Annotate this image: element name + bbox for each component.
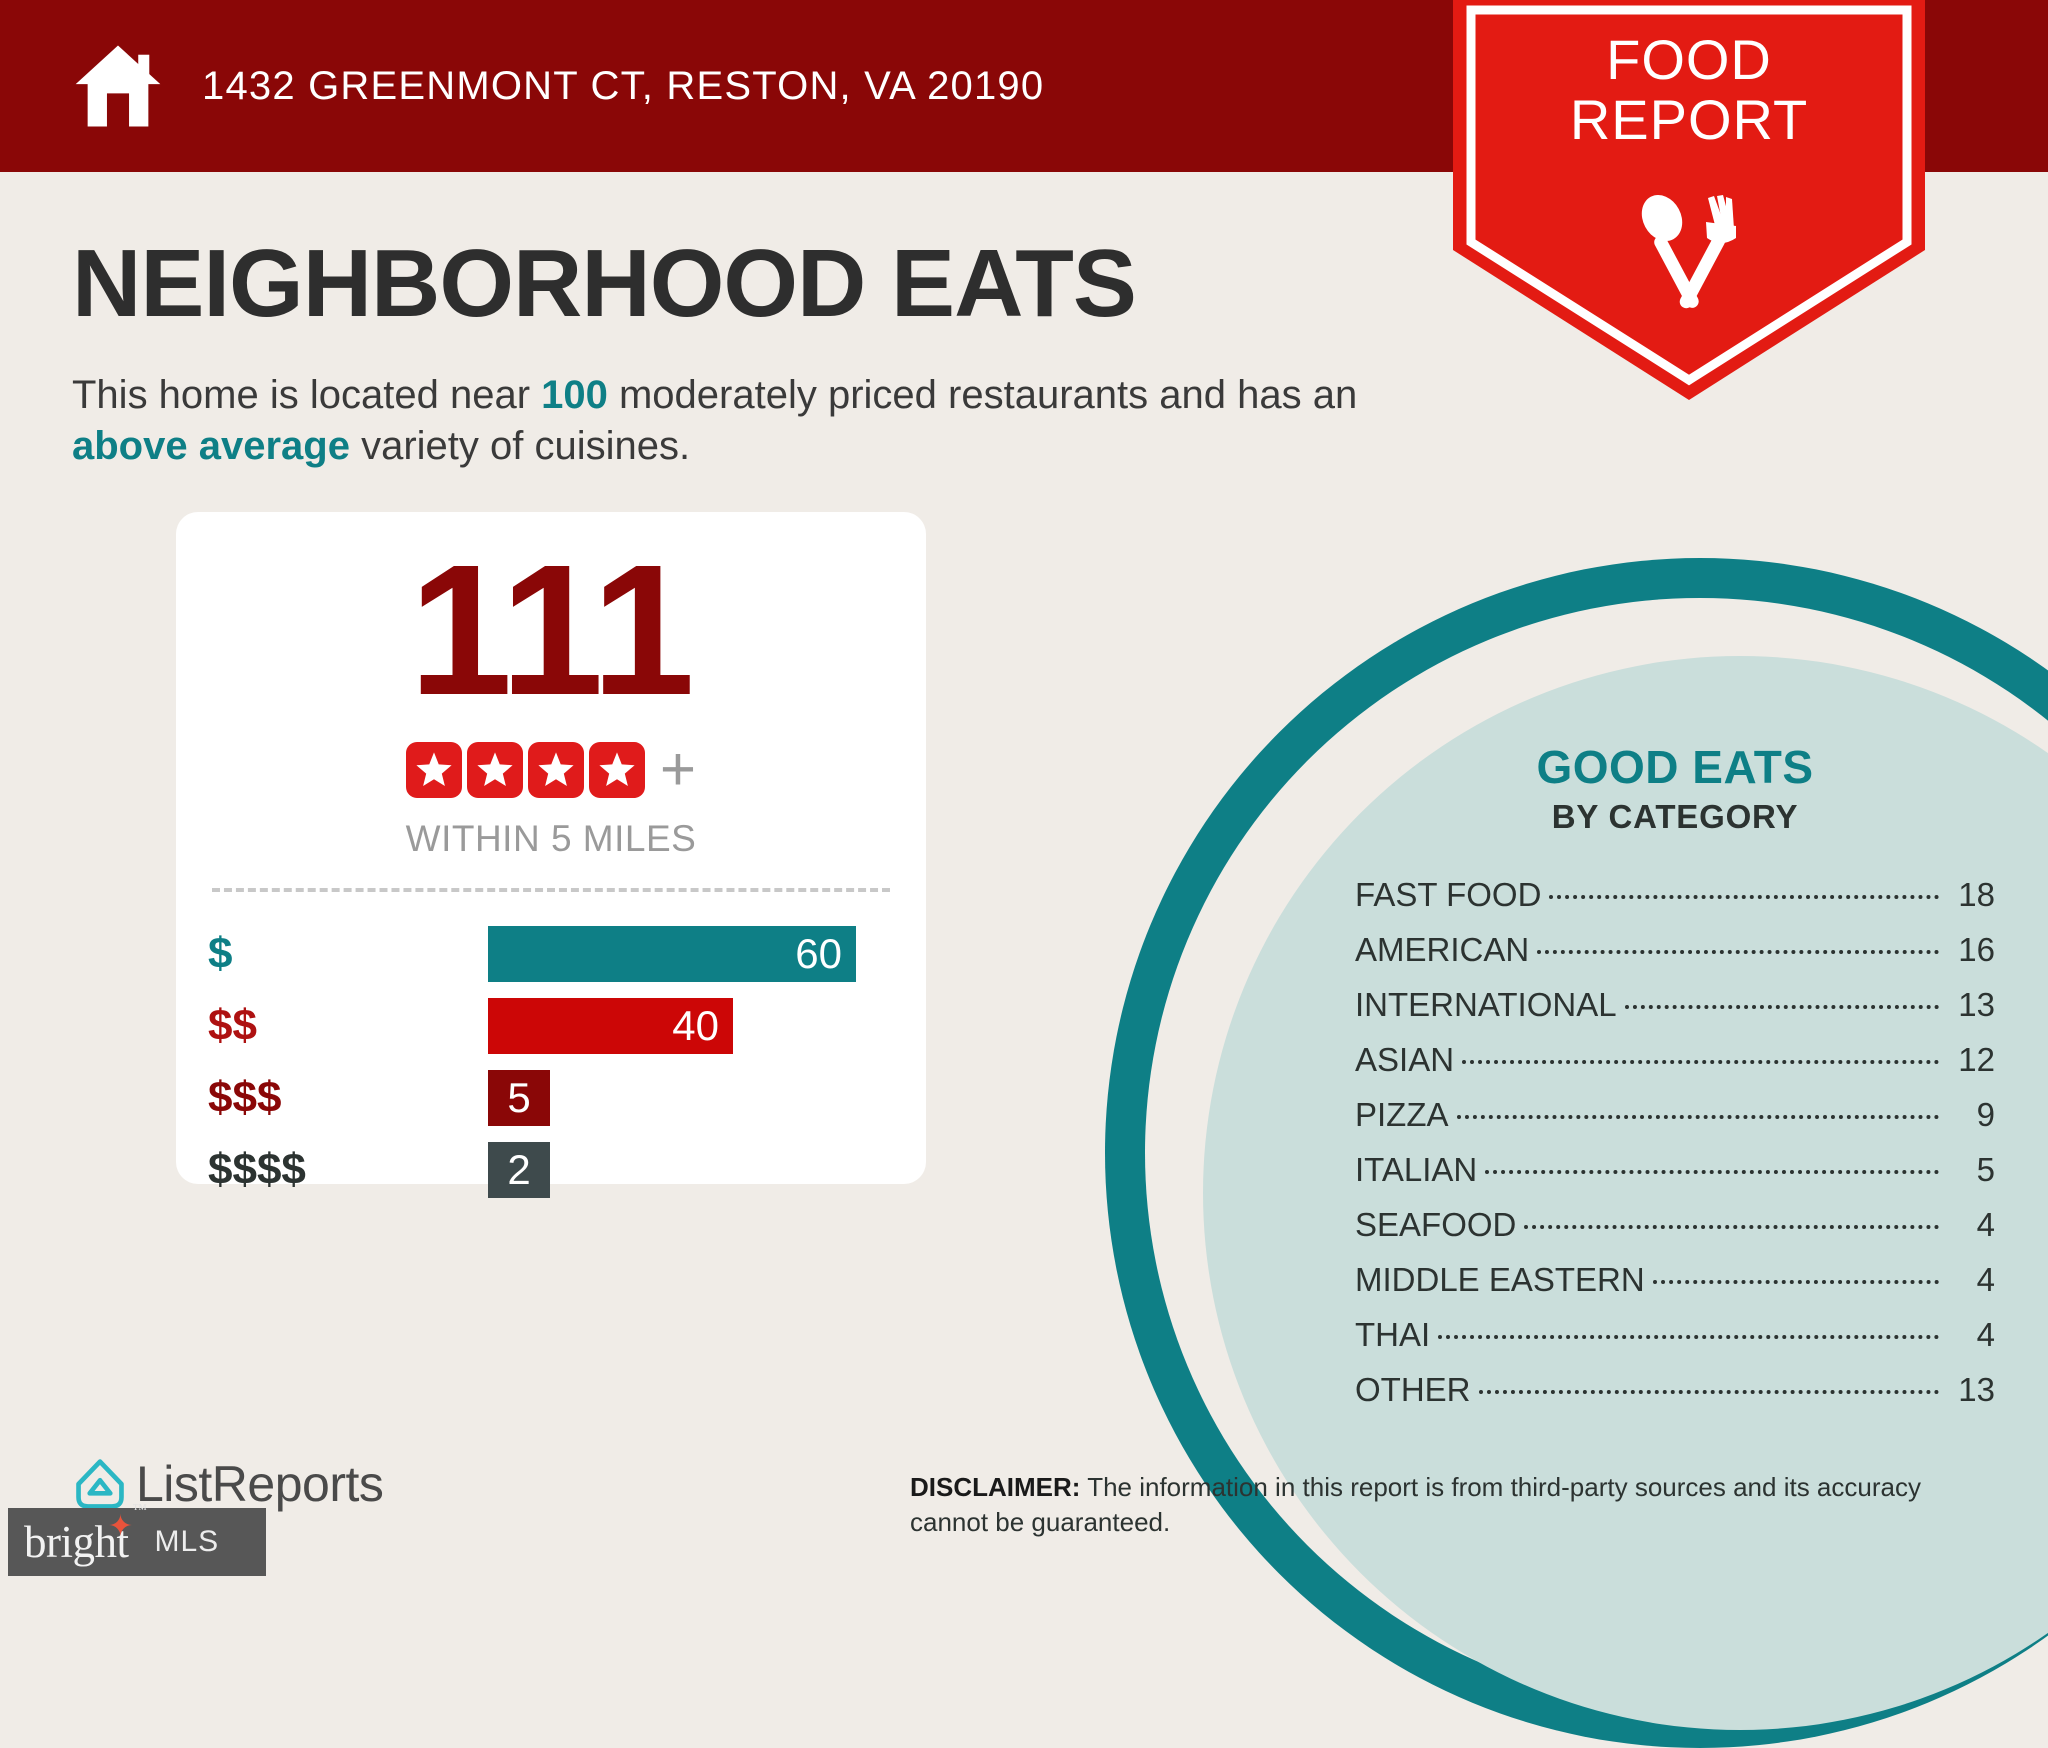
category-list: FAST FOOD 18 AMERICAN 16 INTERNATIONAL 13 ASIA…	[1355, 876, 1995, 1426]
price-tier-row: $$$ 5	[176, 1062, 926, 1134]
brightmls-star-icon: ✦	[107, 1510, 133, 1543]
disclaimer: DISCLAIMER: The information in this repo…	[910, 1470, 1980, 1540]
brightmls-suffix: MLS	[154, 1525, 220, 1558]
badge-shape	[1453, 0, 1925, 400]
good-eats-panel: GOOD EATS BY CATEGORY FAST FOOD 18 AMERICA…	[1355, 740, 1995, 1426]
good-eats-circle-gap	[1145, 598, 2048, 1730]
price-tier-bar: 60	[488, 926, 856, 982]
brightmls-tm-mark: ™	[132, 1502, 147, 1518]
category-name: INTERNATIONAL	[1355, 986, 1617, 1023]
category-name: MIDDLE EASTERN	[1355, 1261, 1645, 1298]
category-count: 16	[1958, 931, 1995, 968]
intro-highlight-count: 100	[541, 373, 608, 417]
brightmls-brand-text: bright	[24, 1517, 129, 1567]
category-dot-leader	[1524, 1225, 1939, 1229]
star-icon	[588, 742, 645, 798]
badge-line-1: FOOD	[1606, 28, 1772, 91]
intro-part-3: variety of cuisines.	[349, 424, 691, 469]
rating-plus-icon: +	[659, 735, 697, 805]
category-row: FAST FOOD 18	[1355, 876, 1995, 931]
intro-text: This home is located near 100 moderately…	[72, 370, 1432, 472]
category-count: 9	[1976, 1096, 1995, 1133]
category-row: THAI 4	[1355, 1316, 1995, 1371]
restaurant-stat-card: 111 + WITHIN 5 MILES $60 $$ 40 $$$ 5 $$$$ 2	[176, 512, 926, 1198]
price-tier-bar: 40	[488, 998, 733, 1054]
price-tier-label: $	[208, 929, 233, 978]
disclaimer-label: DISCLAIMER:	[910, 1472, 1081, 1502]
category-row: PIZZA 9	[1355, 1096, 1995, 1151]
category-dot-leader	[1537, 950, 1939, 954]
category-dot-leader	[1438, 1335, 1939, 1339]
price-tier-label: $$	[208, 1001, 257, 1050]
price-tier-bar: 5	[488, 1070, 550, 1126]
category-count: 13	[1958, 986, 1995, 1023]
price-tier-bar: 2	[488, 1142, 550, 1198]
house-icon	[75, 45, 161, 127]
category-row: SEAFOOD 4	[1355, 1206, 1995, 1261]
good-eats-heading: GOOD EATS	[1536, 741, 1814, 793]
brightmls-brand: bright ✦ ™	[24, 1502, 147, 1568]
intro-part-2: moderately priced restaurants and has an	[607, 373, 1358, 417]
category-dot-leader	[1478, 1390, 1939, 1394]
star-icon	[466, 742, 523, 798]
card-divider	[212, 888, 890, 892]
category-name: PIZZA	[1355, 1096, 1449, 1133]
category-name: THAI	[1355, 1316, 1431, 1353]
listreports-logo: ListReports	[72, 1455, 384, 1513]
category-dot-leader	[1485, 1170, 1939, 1174]
price-tier-row: $$$$ 2	[176, 1134, 926, 1206]
intro-highlight-variety: above average	[72, 424, 350, 469]
category-row: OTHER 13	[1355, 1371, 1995, 1426]
category-row: ASIAN 12	[1355, 1041, 1995, 1096]
star-icon	[405, 742, 462, 798]
category-name: ASIAN	[1355, 1041, 1455, 1078]
food-report-badge: FOOD REPORT	[1453, 0, 1925, 400]
category-count: 4	[1976, 1261, 1995, 1298]
within-distance-label: WITHIN 5 MILES	[405, 818, 697, 859]
price-tier-row: $60	[176, 918, 926, 990]
badge-line-2: REPORT	[1569, 88, 1809, 151]
listreports-house-icon	[76, 1459, 124, 1509]
category-dot-leader	[1456, 1115, 1939, 1119]
page-title: NEIGHBORHOOD EATS	[72, 230, 1137, 337]
category-name: SEAFOOD	[1355, 1206, 1517, 1243]
category-row: AMERICAN 16	[1355, 931, 1995, 986]
intro-part-1: This home is located near	[72, 373, 542, 417]
star-rating: +	[176, 735, 926, 805]
property-address: 1432 GREENMONT CT, RESTON, VA 20190	[202, 63, 1045, 108]
good-eats-circle-fill	[1203, 656, 2048, 1730]
category-name: ITALIAN	[1355, 1151, 1478, 1188]
good-eats-subheading: BY CATEGORY	[1551, 798, 1799, 835]
category-name: OTHER	[1355, 1371, 1471, 1408]
category-name: AMERICAN	[1355, 931, 1530, 968]
price-tier-row: $$ 40	[176, 990, 926, 1062]
listreports-wordmark: ListReports	[136, 1456, 384, 1512]
category-dot-leader	[1462, 1060, 1939, 1064]
category-row: MIDDLE EASTERN 4	[1355, 1261, 1995, 1316]
category-row: ITALIAN 5	[1355, 1151, 1995, 1206]
category-dot-leader	[1652, 1280, 1939, 1284]
category-name: FAST FOOD	[1355, 876, 1542, 913]
category-count: 5	[1976, 1151, 1995, 1188]
price-tier-chart: $60 $$ 40 $$$ 5 $$$$ 2	[176, 918, 926, 1206]
price-tier-label: $$$	[208, 1073, 282, 1122]
badge-title: FOOD REPORT	[1453, 32, 1925, 148]
category-dot-leader	[1549, 895, 1939, 899]
category-dot-leader	[1624, 1005, 1939, 1009]
brightmls-watermark: bright ✦ ™ MLS	[8, 1502, 266, 1576]
disclaimer-text: The information in this report is from t…	[910, 1472, 1921, 1538]
price-tier-label: $$$$	[208, 1145, 306, 1194]
category-row: INTERNATIONAL 13	[1355, 986, 1995, 1041]
star-icon	[527, 742, 584, 798]
good-eats-circle	[1105, 558, 2048, 1748]
category-count: 13	[1958, 1371, 1995, 1408]
category-count: 18	[1958, 876, 1995, 913]
category-count: 4	[1976, 1316, 1995, 1353]
category-count: 4	[1976, 1206, 1995, 1243]
restaurant-count: 111	[409, 527, 695, 734]
category-count: 12	[1958, 1041, 1995, 1078]
spoon-fork-icon	[1641, 195, 1736, 309]
